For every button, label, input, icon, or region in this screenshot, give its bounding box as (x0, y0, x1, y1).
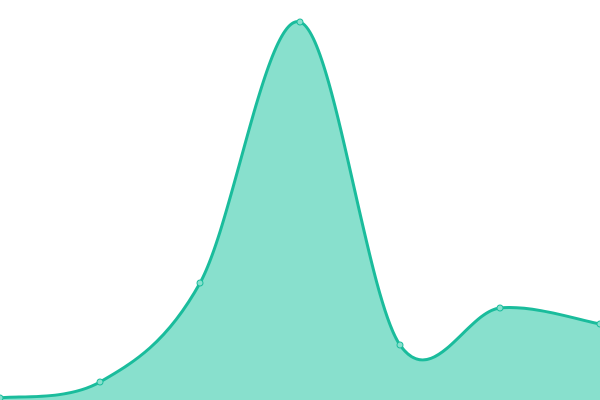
data-point-1 (96, 378, 104, 386)
data-point-6 (596, 320, 600, 328)
data-points (0, 18, 600, 400)
data-point-0 (0, 394, 4, 400)
data-point-5 (496, 304, 504, 312)
data-point-3 (296, 18, 304, 26)
data-point-4 (396, 341, 404, 349)
area-fill (0, 21, 600, 400)
data-point-2 (196, 279, 204, 287)
